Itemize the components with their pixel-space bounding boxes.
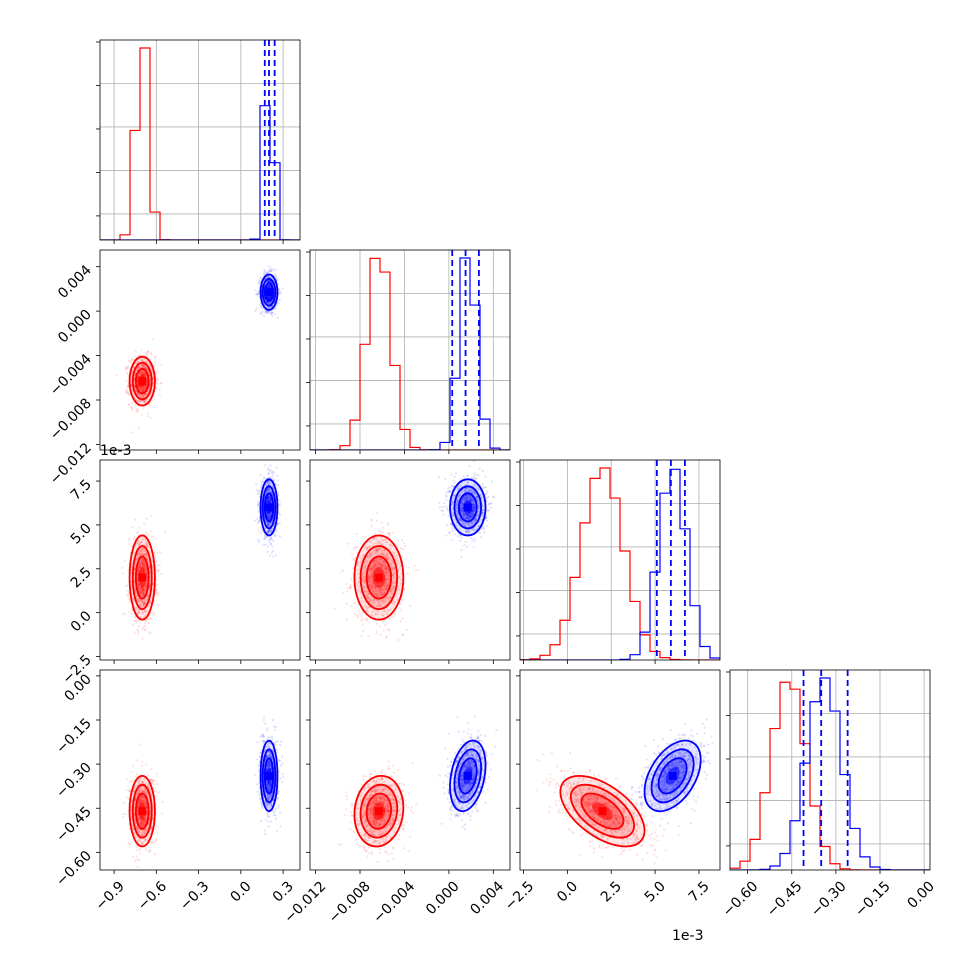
x-tick-label-1-4: 0.004	[467, 878, 507, 918]
density-peak	[374, 807, 383, 816]
y-tick-label-1-3: 0.000	[55, 307, 95, 347]
hist-panel-3	[726, 669, 931, 874]
axes-frame	[519, 669, 721, 871]
density-peak	[138, 807, 147, 816]
density-peak	[138, 377, 147, 386]
density-peak	[374, 573, 383, 582]
histogram-series-1	[520, 468, 720, 660]
grid	[730, 670, 930, 870]
grid	[520, 460, 720, 660]
x-tick-label-1-2: −0.004	[370, 878, 418, 926]
x-tick-label-2-4: 7.5	[686, 878, 713, 905]
x-tick-label-0-3: 0.0	[228, 878, 255, 905]
y-tick-label-1-2: −0.004	[47, 351, 95, 399]
scatter-points-series-0	[535, 751, 667, 865]
scatter-panel-0-3	[96, 669, 301, 874]
hist-panel-0	[96, 39, 301, 244]
scatter-panel-0-1	[96, 249, 301, 454]
hist-panel-2	[516, 459, 721, 664]
density-peak	[265, 503, 274, 512]
y-tick-label-2-3: 5.0	[68, 520, 95, 547]
axes-frame	[99, 669, 301, 871]
histogram-series-0	[310, 257, 510, 450]
x-tick-label-0-4: 0.3	[270, 878, 297, 905]
x-tick-label-0-1: −0.6	[135, 878, 170, 913]
density-peak	[138, 573, 147, 582]
density-peak	[265, 771, 274, 780]
contours-series-0	[128, 534, 156, 621]
x-tick-label-3-1: −0.45	[764, 878, 806, 920]
axes-frame	[309, 459, 511, 661]
x-tick-label-2-1: 0.0	[554, 878, 581, 905]
density-peak	[463, 771, 472, 780]
scatter-panel-2-3	[516, 669, 721, 874]
scatter-panel-0-2	[96, 459, 301, 664]
scatter-panel-1-2	[306, 459, 511, 664]
offset-label-y: 1e-3	[100, 443, 131, 459]
x-tick-label-2-2: 2.5	[598, 878, 625, 905]
axes-frame	[729, 669, 931, 871]
panels	[96, 39, 931, 874]
y-tick-label-3-1: −0.45	[53, 804, 95, 846]
y-tick-label-2-4: 7.5	[68, 477, 95, 504]
x-tick-label-3-2: −0.30	[808, 878, 850, 920]
density-peak	[463, 503, 472, 512]
histogram-series-1	[730, 677, 930, 870]
scatter-panel-1-3	[306, 669, 511, 874]
axes-frame	[99, 39, 301, 241]
density-peak	[668, 771, 677, 780]
tick-labels: −0.9 −0.6 −0.3 0.0 0.3−0.012−0.008−0.004 0.00…	[47, 262, 938, 926]
y-tick-label-1-4: 0.004	[55, 262, 95, 302]
grid	[100, 40, 300, 240]
x-tick-label-0-0: −0.9	[92, 878, 127, 913]
y-tick-label-3-3: −0.15	[53, 716, 95, 758]
axes-frame	[309, 669, 511, 871]
x-tick-label-2-0: −2.5	[502, 878, 537, 913]
x-tick-label-2-3: 5.0	[642, 878, 669, 905]
density-peak	[265, 288, 274, 297]
x-tick-label-0-2: −0.3	[177, 878, 212, 913]
histogram-series-1	[310, 257, 510, 450]
y-tick-label-3-2: −0.30	[53, 760, 95, 802]
axes-frame	[309, 249, 511, 451]
hist-panel-1	[306, 249, 511, 454]
density-peak	[598, 807, 607, 816]
x-tick-label-3-3: −0.15	[852, 878, 894, 920]
x-tick-label-3-0: −0.60	[720, 878, 762, 920]
y-tick-label-2-2: 2.5	[68, 564, 95, 591]
axes-frame	[519, 459, 721, 661]
x-tick-label-3-4: 0.00	[905, 878, 938, 911]
histogram-series-1	[100, 105, 300, 240]
offset-label-x: 1e-3	[672, 928, 703, 944]
axes-frame	[99, 459, 301, 661]
axes-frame	[99, 249, 301, 451]
y-tick-label-1-1: −0.008	[47, 396, 95, 444]
x-tick-label-1-1: −0.008	[326, 878, 374, 926]
y-tick-label-2-1: 0.0	[68, 608, 95, 635]
scatter-points-series-1	[629, 718, 714, 837]
x-tick-label-1-3: 0.000	[423, 878, 463, 918]
y-tick-label-3-0: −0.60	[53, 848, 95, 890]
contours-series-0	[353, 534, 405, 621]
